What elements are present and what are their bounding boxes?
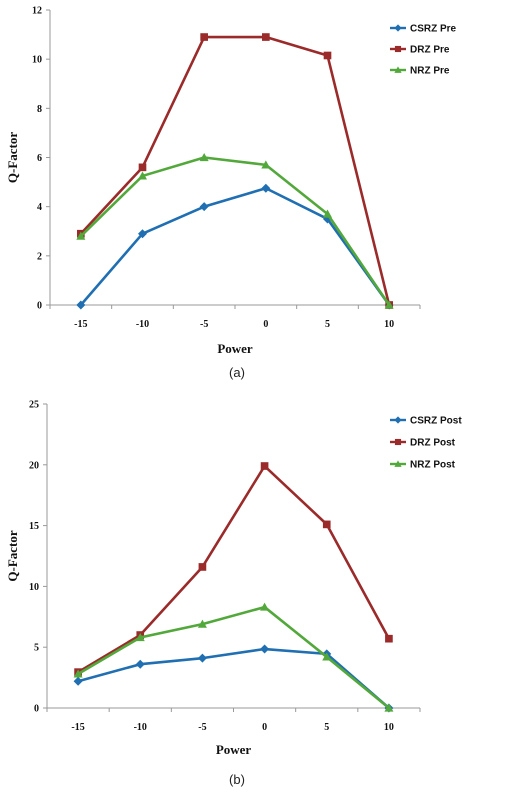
legend-swatch-marker <box>394 438 402 446</box>
series-nrz-post <box>73 602 394 712</box>
y-tick-label: 0 <box>37 301 42 312</box>
x-tick-label: 0 <box>262 722 267 733</box>
data-point <box>138 163 147 172</box>
series-line <box>79 156 391 306</box>
data-point <box>261 183 271 193</box>
data-point <box>385 634 393 643</box>
legend-label: CSRZ Pre <box>410 24 457 35</box>
y-axis-title: Q-Factor <box>5 530 20 581</box>
y-axis-title: Q-Factor <box>5 132 20 183</box>
data-point <box>200 33 208 41</box>
data-point <box>323 209 332 218</box>
chart-caption: (a) <box>229 365 245 380</box>
x-tick-label: 5 <box>325 319 330 330</box>
series-line <box>77 464 391 674</box>
data-point <box>199 202 209 212</box>
legend-label: NRZ Pre <box>410 66 450 77</box>
data-point <box>198 563 207 571</box>
legend-swatch-marker <box>394 416 402 424</box>
series-drz-pre <box>77 33 393 309</box>
x-tick-label: -5 <box>200 319 208 330</box>
y-tick-label: 5 <box>34 643 39 654</box>
data-point <box>262 33 270 41</box>
x-tick-label: 10 <box>384 722 394 733</box>
series-line <box>79 35 391 306</box>
data-point <box>73 676 83 686</box>
data-point <box>135 659 145 669</box>
y-tick-label: 12 <box>32 6 42 17</box>
data-point <box>138 171 147 180</box>
data-point <box>138 229 147 239</box>
y-tick-label: 15 <box>29 521 39 532</box>
data-point <box>135 632 145 642</box>
series-line <box>79 186 391 306</box>
x-axis-title: Power <box>216 742 252 757</box>
data-point <box>197 653 207 663</box>
legend-swatch-marker <box>394 66 402 73</box>
legend-swatch-marker <box>394 24 402 32</box>
series-line <box>77 647 390 709</box>
x-tick-label: 0 <box>263 319 268 330</box>
data-point <box>384 300 394 309</box>
y-tick-label: 10 <box>29 582 39 593</box>
data-point <box>199 153 209 162</box>
x-tick-label: -10 <box>134 722 147 733</box>
x-axis-title: Power <box>217 341 253 356</box>
legend: CSRZ Post DRZ Post NRZ Post <box>390 416 462 471</box>
x-tick-label: -15 <box>71 722 84 733</box>
series-csrz-pre <box>76 183 394 310</box>
series-nrz-pre <box>76 153 394 309</box>
x-tick-label: -15 <box>74 319 87 330</box>
data-point <box>76 300 86 310</box>
legend-label: DRZ Pre <box>410 45 450 56</box>
y-tick-label: 10 <box>32 55 42 66</box>
series-csrz-post <box>73 644 394 713</box>
y-tick-label: 2 <box>37 251 42 262</box>
data-point <box>260 602 270 611</box>
data-point <box>323 51 332 60</box>
series-drz-post <box>74 462 393 676</box>
x-tick-label: 5 <box>324 722 329 733</box>
series-line <box>77 605 390 710</box>
data-point <box>260 462 269 470</box>
data-point <box>197 619 207 628</box>
data-point <box>384 703 394 712</box>
y-tick-label: 8 <box>37 104 42 115</box>
y-tick-label: 4 <box>37 202 42 213</box>
line-chart-1: 0 5 10 15 20 25 -15 -10 -5 0 5 10 Power Q-Factor CSRZ … <box>5 400 462 788</box>
legend-label: NRZ Post <box>410 460 456 471</box>
y-tick-label: 25 <box>29 400 39 411</box>
data-point <box>73 669 83 678</box>
legend-label: CSRZ Post <box>410 416 462 427</box>
line-chart-0: 0 2 4 6 8 10 12 -15 -10 -5 0 5 10 Power Q-Factor CSRZ P… <box>5 6 457 381</box>
x-tick-label: -5 <box>198 722 206 733</box>
y-tick-label: 0 <box>34 704 39 715</box>
data-point <box>261 160 271 169</box>
data-point <box>76 231 86 240</box>
legend: CSRZ Pre DRZ Pre NRZ Pre <box>390 24 457 77</box>
data-point <box>260 644 270 654</box>
legend-swatch-marker <box>394 45 402 53</box>
data-point <box>322 520 331 529</box>
data-point <box>322 652 332 661</box>
y-tick-label: 20 <box>29 460 39 471</box>
x-tick-label: -10 <box>136 319 149 330</box>
chart-caption: (b) <box>229 772 245 787</box>
y-tick-label: 6 <box>37 153 42 164</box>
legend-label: DRZ Post <box>410 438 456 449</box>
x-tick-label: 10 <box>384 319 394 330</box>
legend-swatch-marker <box>394 460 402 467</box>
